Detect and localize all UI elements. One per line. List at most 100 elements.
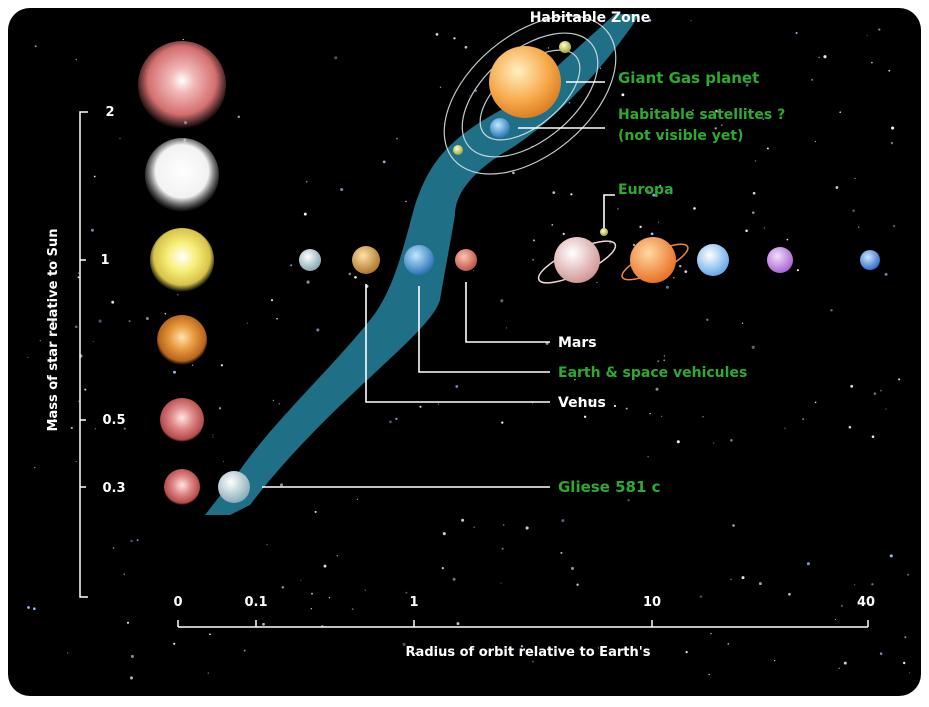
star-dot bbox=[873, 392, 877, 395]
star-dot bbox=[441, 566, 444, 570]
star-dot bbox=[382, 160, 386, 164]
white-star bbox=[145, 138, 219, 212]
star-dot bbox=[49, 259, 51, 261]
star-dot bbox=[890, 141, 894, 145]
star-dot bbox=[562, 232, 565, 235]
star-dot bbox=[93, 175, 96, 178]
star-dot bbox=[405, 200, 407, 203]
star-dot bbox=[866, 34, 868, 37]
star-dot bbox=[552, 191, 556, 194]
star-dot bbox=[854, 584, 856, 586]
star-dot bbox=[84, 388, 87, 391]
star-dot bbox=[741, 322, 744, 324]
star-dot bbox=[311, 592, 313, 595]
star-dot bbox=[871, 435, 875, 439]
star-dot bbox=[721, 124, 723, 126]
star-dot bbox=[902, 661, 906, 665]
star-dot bbox=[246, 322, 248, 324]
star-dot bbox=[323, 564, 327, 568]
star-dot bbox=[708, 673, 710, 676]
star-dot bbox=[33, 607, 36, 610]
y-ticks bbox=[80, 259, 86, 488]
label-earth: Earth & space vehicules bbox=[558, 365, 747, 381]
orange-dwarf-star bbox=[157, 315, 207, 365]
star-dot bbox=[763, 227, 766, 229]
star-dot bbox=[173, 642, 176, 645]
star-dot bbox=[702, 415, 704, 418]
star-dot bbox=[502, 524, 505, 526]
star-dot bbox=[727, 643, 730, 645]
star-dot bbox=[665, 285, 669, 289]
star-dot bbox=[751, 345, 755, 349]
star-dot bbox=[520, 645, 524, 648]
star-dot bbox=[650, 232, 654, 236]
star-dot bbox=[305, 180, 308, 183]
star-dot bbox=[648, 18, 652, 22]
star-dot bbox=[879, 652, 883, 655]
x-tick-10: 10 bbox=[643, 595, 661, 610]
star-dot bbox=[617, 208, 619, 210]
star-dot bbox=[485, 650, 488, 653]
star-dot bbox=[741, 576, 745, 580]
star-dot bbox=[854, 177, 856, 179]
gliese-581c-planet bbox=[218, 471, 250, 503]
x-tick-0-1: 0.1 bbox=[244, 595, 267, 610]
star-dot bbox=[452, 577, 456, 581]
star-dot bbox=[145, 317, 149, 320]
star-dot bbox=[712, 442, 715, 444]
y-axis-line bbox=[79, 111, 88, 598]
star-dot bbox=[414, 652, 417, 655]
star-dot bbox=[512, 171, 515, 175]
star-dot bbox=[663, 359, 666, 362]
star-dot bbox=[599, 67, 602, 69]
star-dot bbox=[27, 356, 29, 359]
star-dot bbox=[576, 583, 579, 586]
star-dot bbox=[90, 228, 94, 232]
star-dot bbox=[112, 547, 115, 549]
star-dot bbox=[212, 436, 214, 438]
star-dot bbox=[262, 622, 265, 626]
label-giant-gas: Giant Gas planet bbox=[618, 69, 759, 87]
star-dot bbox=[130, 539, 133, 543]
europa-moon bbox=[600, 228, 608, 236]
label-europa: Europa bbox=[618, 182, 674, 198]
star-dot bbox=[218, 407, 222, 410]
star-dot bbox=[336, 555, 338, 557]
star-dot bbox=[879, 389, 882, 392]
star-dot bbox=[455, 385, 459, 388]
star-dot bbox=[290, 264, 293, 267]
star-dot bbox=[871, 61, 873, 64]
star-dot bbox=[220, 364, 224, 367]
star-dot bbox=[128, 320, 131, 323]
star-dot bbox=[266, 544, 268, 546]
star-dot bbox=[364, 589, 366, 591]
star-dot bbox=[237, 115, 241, 119]
small-red-dwarf-star bbox=[164, 469, 200, 505]
y-tick-2: 2 bbox=[105, 105, 114, 120]
x-axis-line bbox=[177, 620, 869, 628]
star-dot bbox=[395, 417, 398, 420]
star-dot bbox=[857, 226, 860, 228]
star-dot bbox=[278, 403, 280, 405]
star-dot bbox=[848, 425, 852, 429]
star-dot bbox=[547, 47, 550, 49]
y-tick-1: 1 bbox=[100, 253, 109, 268]
star-dot bbox=[130, 654, 134, 658]
star-dot bbox=[661, 137, 663, 139]
star-dot bbox=[560, 551, 563, 554]
star-dot bbox=[191, 364, 194, 366]
star-dot bbox=[649, 413, 651, 415]
star-dot bbox=[752, 191, 756, 195]
star-dot bbox=[209, 633, 211, 636]
star-dot bbox=[909, 672, 911, 674]
star-dot bbox=[501, 421, 504, 424]
star-dot bbox=[573, 402, 575, 405]
star-dot bbox=[774, 659, 776, 662]
star-dot bbox=[533, 239, 535, 242]
star-dot bbox=[389, 420, 392, 424]
star-dot bbox=[78, 400, 80, 402]
star-dot bbox=[53, 418, 56, 421]
star-dot bbox=[583, 415, 587, 418]
star-dot bbox=[889, 554, 893, 558]
label-habitable-satellites: Habitable satellites ? bbox=[618, 107, 785, 123]
